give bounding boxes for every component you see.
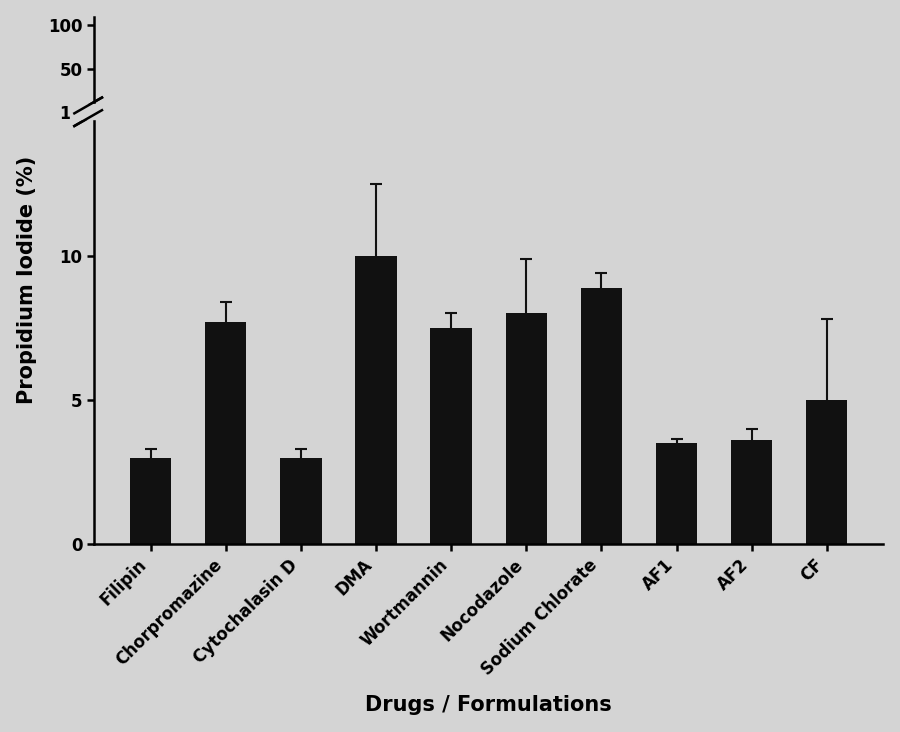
Bar <box>731 440 772 544</box>
Bar <box>280 458 321 544</box>
Bar <box>205 322 247 544</box>
Bar <box>130 458 171 544</box>
X-axis label: Drugs / Formulations: Drugs / Formulations <box>365 695 612 715</box>
Bar <box>430 328 472 544</box>
Bar <box>70 105 113 119</box>
Y-axis label: Propidium Iodide (%): Propidium Iodide (%) <box>17 156 37 405</box>
Bar <box>580 288 622 544</box>
Bar <box>806 400 848 544</box>
Bar <box>656 443 698 544</box>
Bar <box>356 256 397 544</box>
Bar <box>506 313 547 544</box>
